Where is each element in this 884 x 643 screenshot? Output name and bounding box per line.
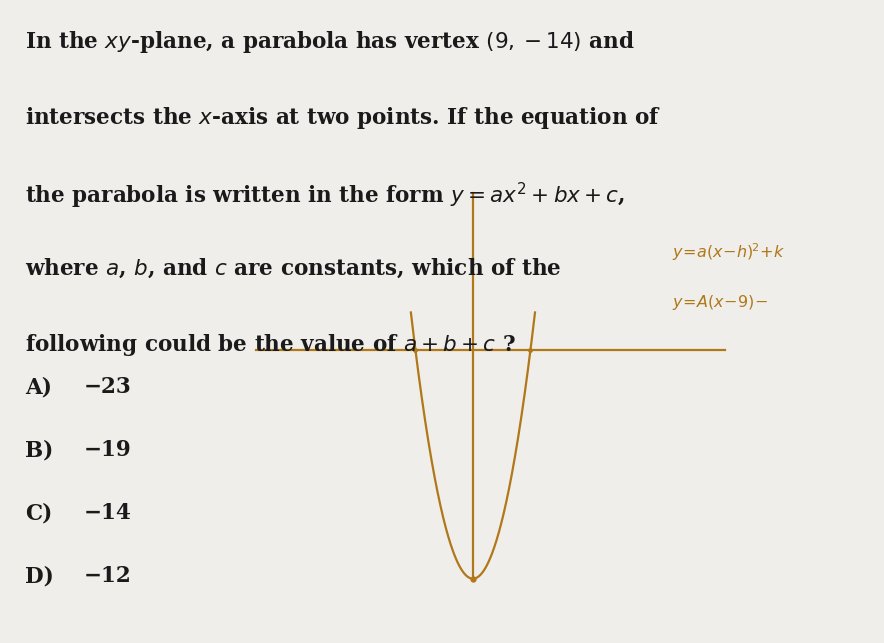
- Text: D): D): [25, 565, 54, 587]
- Text: where $a$, $b$, and $c$ are constants, which of the: where $a$, $b$, and $c$ are constants, w…: [25, 257, 561, 280]
- Text: intersects the $x$-axis at two points. If the equation of: intersects the $x$-axis at two points. I…: [25, 105, 660, 131]
- Text: the parabola is written in the form $y = ax^2 + bx + c$,: the parabola is written in the form $y =…: [25, 181, 625, 211]
- Text: following could be the value of $a + b + c$ ?: following could be the value of $a + b +…: [25, 332, 515, 358]
- Text: B): B): [25, 439, 53, 461]
- Text: $y\!=\!a(x\!-\!h)^{\!2}\!+\!k$: $y\!=\!a(x\!-\!h)^{\!2}\!+\!k$: [672, 241, 785, 263]
- Text: In the $xy$-plane, a parabola has vertex $(9, -14)$ and: In the $xy$-plane, a parabola has vertex…: [25, 29, 635, 55]
- Text: A): A): [25, 376, 51, 398]
- Text: −14: −14: [84, 502, 132, 524]
- Text: −23: −23: [84, 376, 132, 398]
- Text: −19: −19: [84, 439, 132, 461]
- Text: −12: −12: [84, 565, 132, 587]
- Text: C): C): [25, 502, 52, 524]
- Text: $y\!=\!A(x\!-\!9)\!-$: $y\!=\!A(x\!-\!9)\!-$: [672, 293, 768, 312]
